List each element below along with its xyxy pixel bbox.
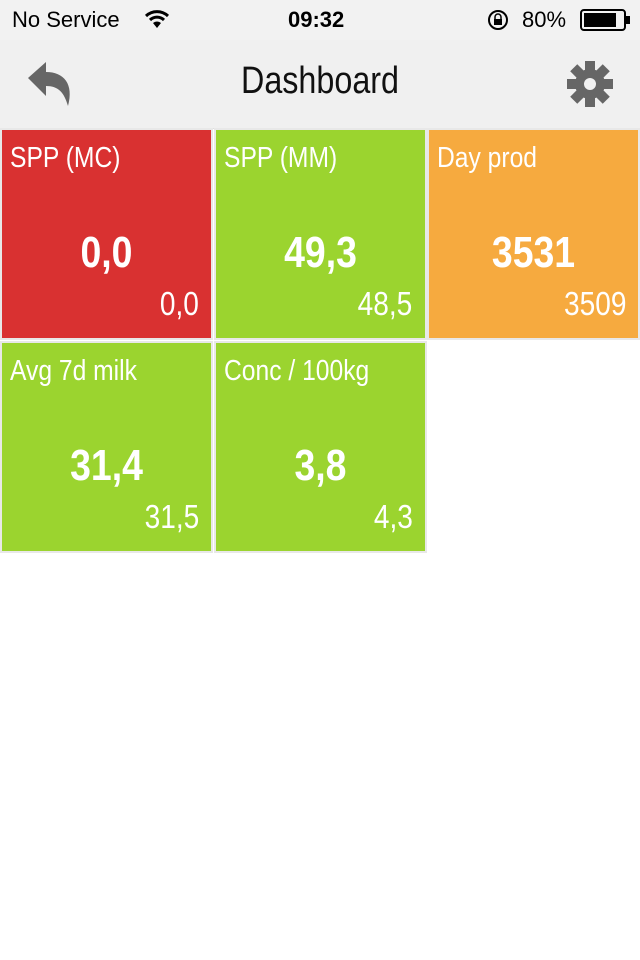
- kpi-tile[interactable]: SPP (MC) 0,0 0,0: [2, 130, 211, 338]
- tile-value: 3,8: [293, 441, 346, 490]
- back-button[interactable]: [24, 58, 76, 110]
- kpi-tile[interactable]: SPP (MM) 49,3 48,5: [215, 130, 425, 338]
- clock: 09:32: [288, 7, 345, 32]
- lock-icon: [488, 10, 508, 30]
- battery-icon: [580, 9, 630, 31]
- tile-label: Avg 7d milk: [10, 355, 137, 387]
- tile-previous: 3509: [563, 285, 626, 322]
- tile-value: 31,4: [70, 441, 143, 490]
- tile-previous: 0,0: [160, 285, 199, 322]
- tile-previous: 48,5: [357, 285, 413, 322]
- kpi-tile[interactable]: Avg 7d milk 31,4 31,5: [2, 343, 211, 551]
- tile-previous: 4,3: [373, 498, 413, 535]
- tile-label: Conc / 100kg: [223, 355, 369, 387]
- tile-value: 3531: [491, 228, 576, 277]
- tile-value: 0,0: [80, 228, 133, 277]
- status-bar: No Service 09:32 80%: [0, 0, 640, 40]
- battery-level: 80%: [522, 7, 567, 32]
- tile-label: SPP (MM): [223, 142, 337, 174]
- wifi-icon: [144, 10, 170, 28]
- kpi-tile[interactable]: Conc / 100kg 3,8 4,3: [215, 343, 425, 551]
- carrier: No Service: [12, 7, 120, 32]
- kpi-tile[interactable]: Day prod 3531 3509: [429, 130, 638, 338]
- tile-previous: 31,5: [144, 498, 199, 535]
- tile-value: 49,3: [283, 228, 357, 277]
- page-title: Dashboard: [240, 60, 400, 102]
- tile-label: Day prod: [437, 142, 538, 174]
- tile-label: SPP (MC): [10, 142, 121, 174]
- settings-button[interactable]: [566, 60, 614, 108]
- nav-bar: Dashboard: [0, 40, 640, 129]
